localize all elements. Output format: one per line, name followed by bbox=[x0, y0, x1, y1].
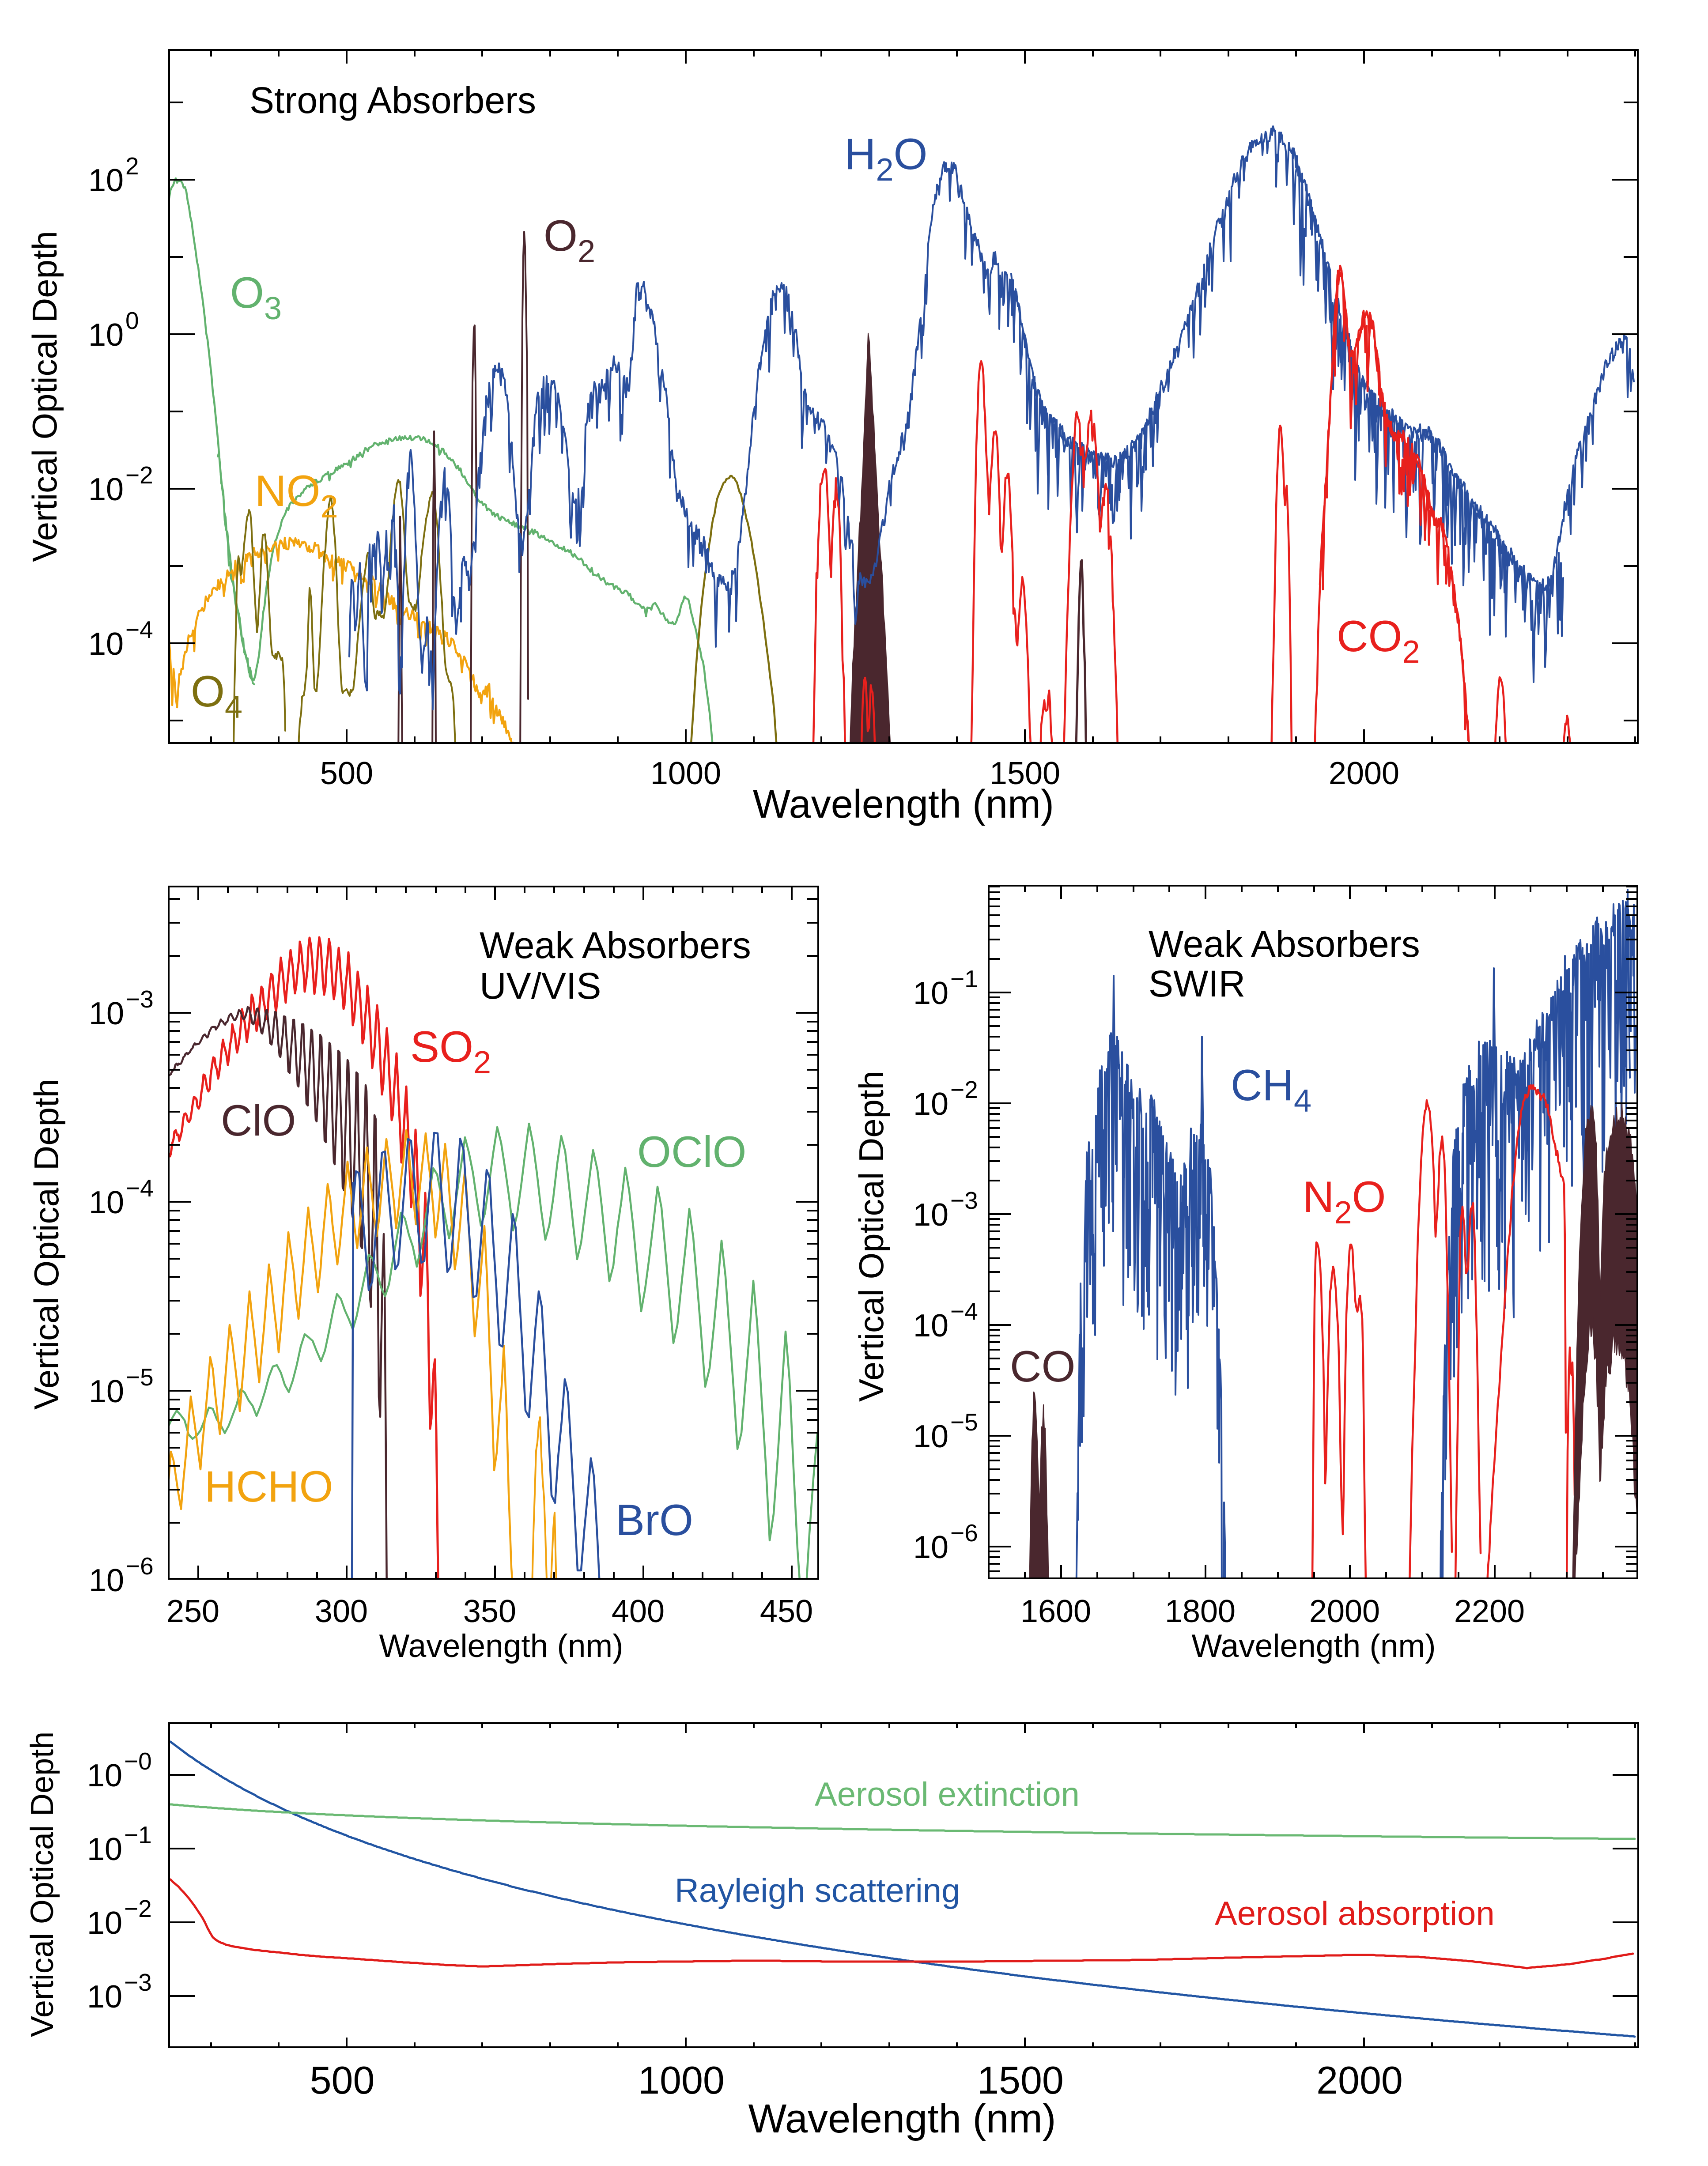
svg-text:Vertical Optical Depth: Vertical Optical Depth bbox=[25, 1732, 60, 2037]
svg-text:300: 300 bbox=[315, 1594, 368, 1629]
svg-text:350: 350 bbox=[463, 1594, 516, 1629]
svg-text:1500: 1500 bbox=[977, 2058, 1064, 2102]
svg-text:Rayleigh scattering: Rayleigh scattering bbox=[675, 1872, 960, 1909]
svg-text:Aerosol extinction: Aerosol extinction bbox=[815, 1776, 1080, 1813]
svg-text:SWIR: SWIR bbox=[1149, 963, 1245, 1004]
svg-text:10: 10 bbox=[87, 1979, 122, 2015]
svg-text:0: 0 bbox=[125, 307, 139, 334]
svg-text:O2​: O2​ bbox=[544, 211, 595, 269]
svg-text:−4: −4 bbox=[126, 1174, 154, 1202]
svg-text:1000: 1000 bbox=[638, 2058, 725, 2102]
svg-text:−5: −5 bbox=[950, 1408, 978, 1436]
svg-text:−2: −2 bbox=[950, 1076, 978, 1103]
svg-text:2000: 2000 bbox=[1309, 1594, 1380, 1629]
svg-text:−3: −3 bbox=[950, 1187, 978, 1214]
svg-text:Wavelength (nm): Wavelength (nm) bbox=[748, 2096, 1056, 2141]
svg-text:10: 10 bbox=[87, 1758, 122, 1793]
svg-text:−6: −6 bbox=[126, 1552, 154, 1580]
svg-text:2: 2 bbox=[125, 152, 139, 180]
svg-text:Aerosol absorption: Aerosol absorption bbox=[1215, 1895, 1495, 1932]
svg-text:10: 10 bbox=[913, 976, 948, 1011]
svg-text:1500: 1500 bbox=[990, 756, 1060, 791]
svg-text:OClO: OClO bbox=[637, 1127, 747, 1176]
svg-text:Vertical Optical Depth: Vertical Optical Depth bbox=[27, 1079, 66, 1410]
svg-text:1000: 1000 bbox=[650, 756, 721, 791]
svg-text:2000: 2000 bbox=[1329, 756, 1399, 791]
svg-text:−1: −1 bbox=[950, 965, 978, 992]
svg-text:BrO: BrO bbox=[616, 1495, 693, 1544]
svg-text:−3: −3 bbox=[126, 985, 154, 1013]
svg-text:Wavelength (nm): Wavelength (nm) bbox=[753, 782, 1054, 826]
svg-text:10: 10 bbox=[89, 1563, 124, 1598]
svg-text:−2: −2 bbox=[124, 1895, 152, 1922]
svg-text:Vertical Optical Depth: Vertical Optical Depth bbox=[852, 1071, 891, 1402]
svg-text:10: 10 bbox=[89, 996, 124, 1031]
svg-text:−4: −4 bbox=[950, 1298, 978, 1325]
svg-text:10: 10 bbox=[913, 1530, 948, 1565]
svg-text:500: 500 bbox=[320, 756, 373, 791]
svg-text:1600: 1600 bbox=[1020, 1594, 1091, 1629]
svg-text:400: 400 bbox=[612, 1594, 665, 1629]
svg-text:10: 10 bbox=[88, 317, 124, 353]
svg-text:UV/VIS: UV/VIS bbox=[480, 965, 601, 1007]
svg-text:10: 10 bbox=[88, 626, 124, 662]
svg-text:450: 450 bbox=[760, 1594, 813, 1629]
svg-text:10: 10 bbox=[913, 1308, 948, 1343]
svg-text:CO: CO bbox=[1010, 1342, 1076, 1391]
svg-text:Weak Absorbers: Weak Absorbers bbox=[1149, 923, 1420, 965]
svg-text:10: 10 bbox=[88, 163, 124, 198]
svg-text:−2: −2 bbox=[125, 461, 153, 489]
svg-text:−1: −1 bbox=[124, 1821, 152, 1849]
svg-text:10: 10 bbox=[913, 1419, 948, 1454]
svg-text:10: 10 bbox=[87, 1832, 122, 1867]
svg-text:10: 10 bbox=[89, 1185, 124, 1220]
svg-text:−5: −5 bbox=[126, 1363, 154, 1391]
svg-text:ClO: ClO bbox=[221, 1096, 296, 1145]
svg-text:−4: −4 bbox=[125, 616, 153, 643]
svg-text:10: 10 bbox=[913, 1087, 948, 1122]
svg-text:1800: 1800 bbox=[1165, 1594, 1236, 1629]
svg-text:10: 10 bbox=[87, 1906, 122, 1941]
svg-text:2200: 2200 bbox=[1454, 1594, 1525, 1629]
svg-text:HCHO: HCHO bbox=[204, 1462, 333, 1511]
svg-text:10: 10 bbox=[88, 472, 124, 507]
svg-text:Wavelength (nm): Wavelength (nm) bbox=[379, 1628, 623, 1664]
svg-text:250: 250 bbox=[166, 1594, 219, 1629]
svg-text:−0: −0 bbox=[124, 1747, 152, 1775]
svg-text:Wavelength (nm): Wavelength (nm) bbox=[1191, 1628, 1436, 1664]
svg-text:−3: −3 bbox=[124, 1969, 152, 1996]
svg-text:10: 10 bbox=[913, 1197, 948, 1233]
svg-text:Strong Absorbers: Strong Absorbers bbox=[249, 79, 536, 121]
svg-text:−6: −6 bbox=[950, 1519, 978, 1547]
svg-text:Weak Absorbers: Weak Absorbers bbox=[480, 925, 751, 966]
svg-text:2000: 2000 bbox=[1316, 2058, 1403, 2102]
svg-text:500: 500 bbox=[310, 2058, 375, 2102]
svg-text:Vertical Optical Depth: Vertical Optical Depth bbox=[25, 231, 64, 562]
svg-text:10: 10 bbox=[89, 1374, 124, 1409]
